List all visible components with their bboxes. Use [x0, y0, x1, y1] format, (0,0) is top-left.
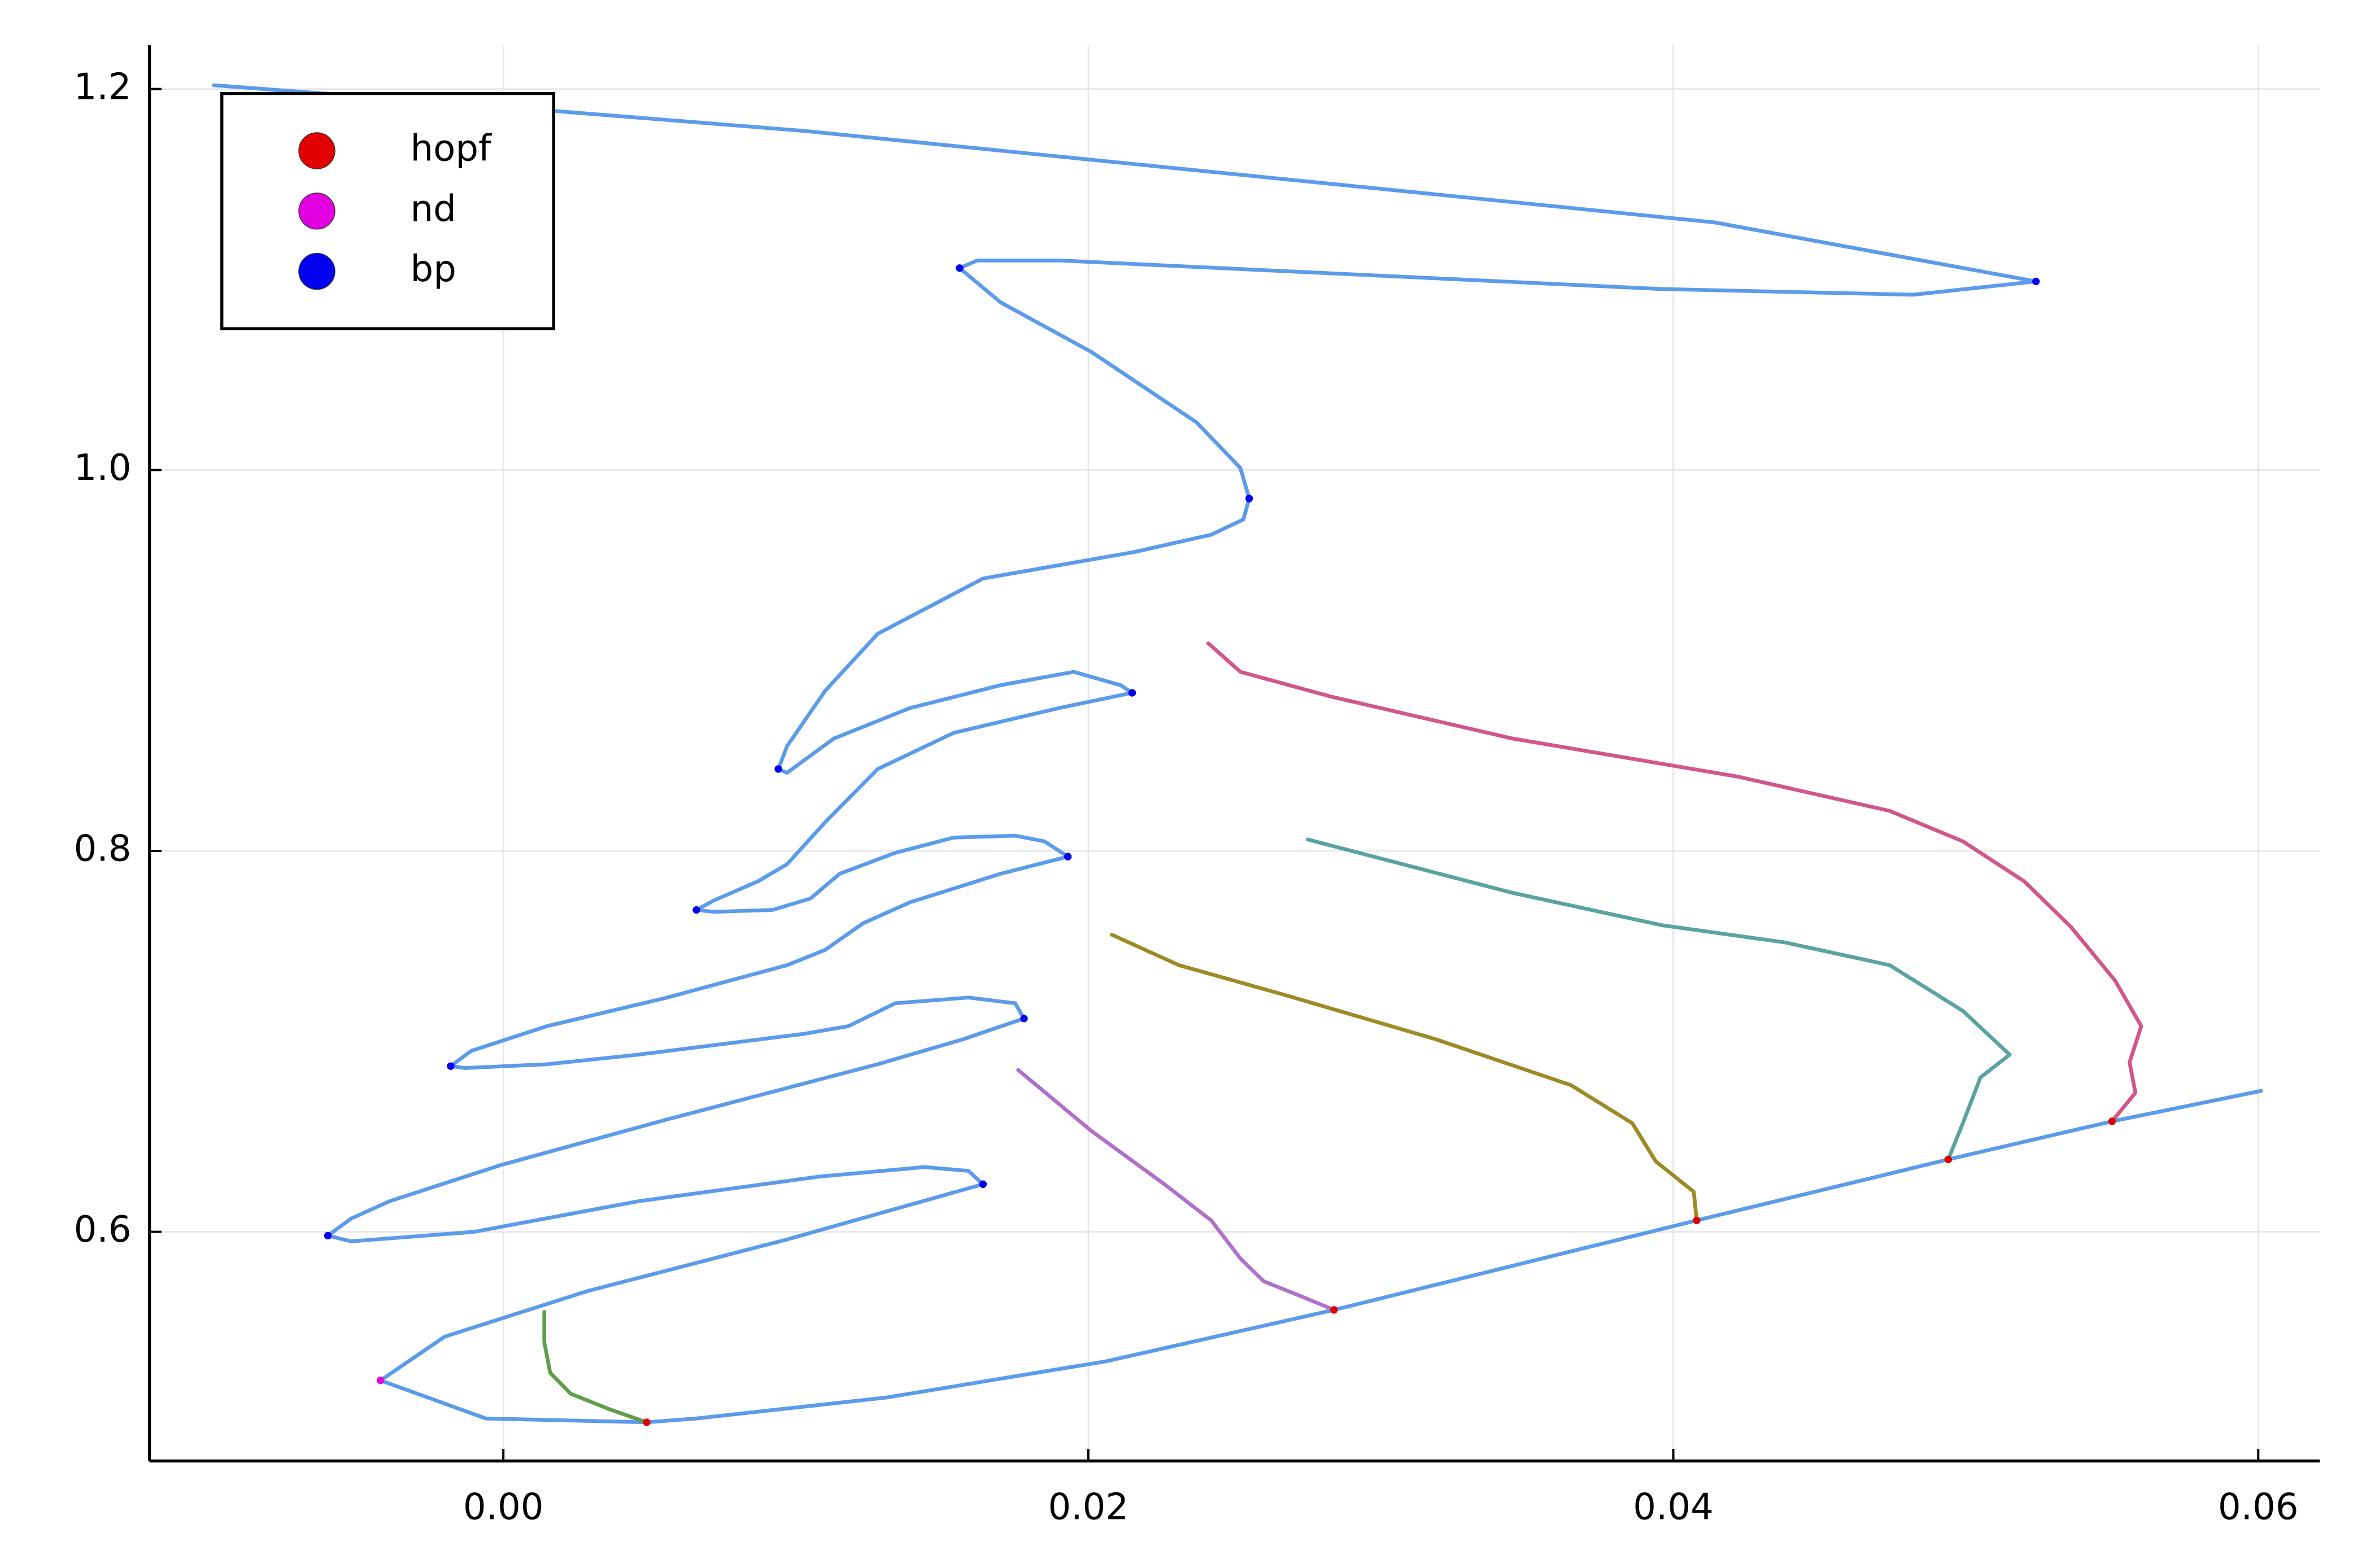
curve [542, 1309, 649, 1425]
y-tick-label: 0.8 [74, 828, 132, 870]
point [1245, 495, 1253, 503]
point [1330, 1306, 1338, 1314]
point [1128, 689, 1136, 697]
point [324, 1231, 332, 1240]
point [692, 906, 700, 914]
y-tick-label: 1.2 [74, 66, 132, 108]
x-tick-label: 0.00 [463, 1486, 544, 1528]
curve [1016, 1068, 1336, 1312]
point [377, 1377, 385, 1384]
x-tick-label: 0.02 [1048, 1486, 1129, 1528]
point [1693, 1216, 1701, 1225]
point [1944, 1155, 1953, 1164]
legend-marker [298, 193, 335, 230]
point [447, 1062, 455, 1070]
legend-label: nd [411, 188, 456, 230]
point [1064, 853, 1072, 861]
point [2032, 277, 2040, 286]
legend-label: hopf [411, 128, 492, 170]
curve [1305, 837, 2012, 1161]
point [774, 765, 782, 773]
y-tick-label: 0.6 [74, 1209, 132, 1251]
legend-marker [298, 132, 335, 169]
curve [1109, 933, 1699, 1222]
point [2108, 1117, 2116, 1125]
point [643, 1418, 651, 1426]
curve [1206, 641, 2143, 1124]
x-tick-label: 0.06 [2218, 1486, 2299, 1528]
point [979, 1180, 987, 1188]
point [956, 264, 964, 272]
point [1020, 1015, 1028, 1023]
legend-box [220, 91, 555, 330]
legend-label: bp [411, 248, 456, 290]
x-tick-label: 0.04 [1633, 1486, 1714, 1528]
y-tick-label: 1.0 [74, 447, 132, 489]
legend-marker [298, 252, 335, 290]
